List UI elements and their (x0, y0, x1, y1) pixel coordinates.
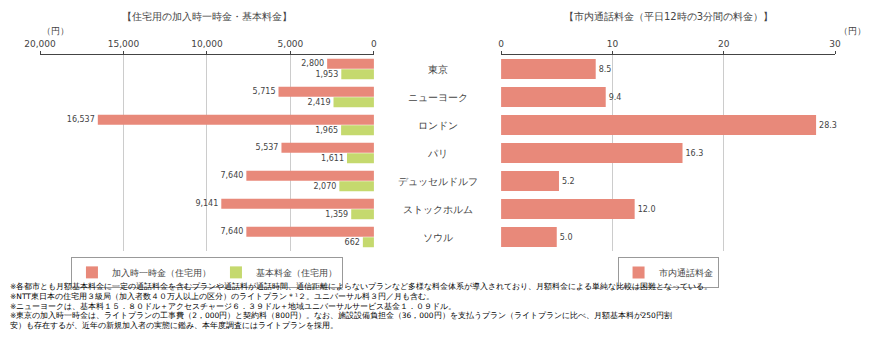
svg-text:20,000: 20,000 (24, 39, 56, 49)
svg-text:10,000: 10,000 (191, 39, 223, 49)
svg-text:10: 10 (607, 39, 619, 49)
svg-text:ニューヨーク: ニューヨーク (408, 92, 468, 103)
svg-text:9,141: 9,141 (195, 199, 218, 208)
svg-text:2,800: 2,800 (301, 59, 324, 68)
svg-text:ソウル: ソウル (423, 232, 453, 243)
svg-text:加入時一時金（住宅用）: 加入時一時金（住宅用） (112, 268, 211, 278)
svg-text:基本料金（住宅用）: 基本料金（住宅用） (256, 268, 337, 278)
svg-text:1,965: 1,965 (315, 126, 338, 135)
svg-text:1,611: 1,611 (321, 154, 344, 163)
svg-text:ストックホルム: ストックホルム (403, 204, 473, 215)
svg-text:5.2: 5.2 (562, 177, 575, 186)
svg-text:7,640: 7,640 (220, 171, 243, 180)
svg-text:2,419: 2,419 (308, 98, 331, 107)
svg-text:9.4: 9.4 (609, 93, 622, 102)
svg-text:【住宅用の加入時一時金・基本料金】: 【住宅用の加入時一時金・基本料金】 (122, 11, 292, 22)
svg-text:5.0: 5.0 (560, 233, 573, 242)
svg-text:0: 0 (371, 39, 377, 49)
svg-text:16.3: 16.3 (686, 149, 704, 158)
svg-text:30: 30 (829, 39, 841, 49)
svg-text:（円）: （円） (42, 26, 69, 36)
svg-text:5,537: 5,537 (256, 143, 279, 152)
svg-text:5,715: 5,715 (253, 87, 276, 96)
svg-text:28.3: 28.3 (819, 121, 837, 130)
svg-text:市内通話料金: 市内通話料金 (659, 268, 713, 278)
svg-text:662: 662 (345, 238, 360, 247)
svg-text:7,640: 7,640 (220, 227, 243, 236)
svg-text:15,000: 15,000 (108, 39, 140, 49)
svg-text:20: 20 (718, 39, 730, 49)
svg-text:デュッセルドルフ: デュッセルドルフ (398, 176, 478, 187)
svg-text:※各都市とも月額基本料金に一定の通話料金を含むプランや通話料: ※各都市とも月額基本料金に一定の通話料金を含むプランや通話料が通話時間、通信距離… (10, 282, 712, 330)
svg-text:パリ: パリ (427, 148, 448, 159)
svg-text:（円）: （円） (839, 26, 866, 36)
svg-text:12.0: 12.0 (638, 205, 656, 214)
svg-text:5,000: 5,000 (278, 39, 304, 49)
svg-text:8.5: 8.5 (599, 65, 612, 74)
svg-text:2,070: 2,070 (313, 182, 336, 191)
svg-text:1,359: 1,359 (325, 210, 348, 219)
svg-text:0: 0 (498, 39, 504, 49)
svg-text:16,537: 16,537 (67, 115, 95, 124)
svg-text:ロンドン: ロンドン (418, 120, 458, 131)
svg-text:【市内通話料金（平日12時の3分間の料金）】: 【市内通話料金（平日12時の3分間の料金）】 (564, 11, 773, 22)
svg-text:東京: 東京 (428, 64, 448, 75)
svg-text:1,953: 1,953 (315, 70, 338, 79)
